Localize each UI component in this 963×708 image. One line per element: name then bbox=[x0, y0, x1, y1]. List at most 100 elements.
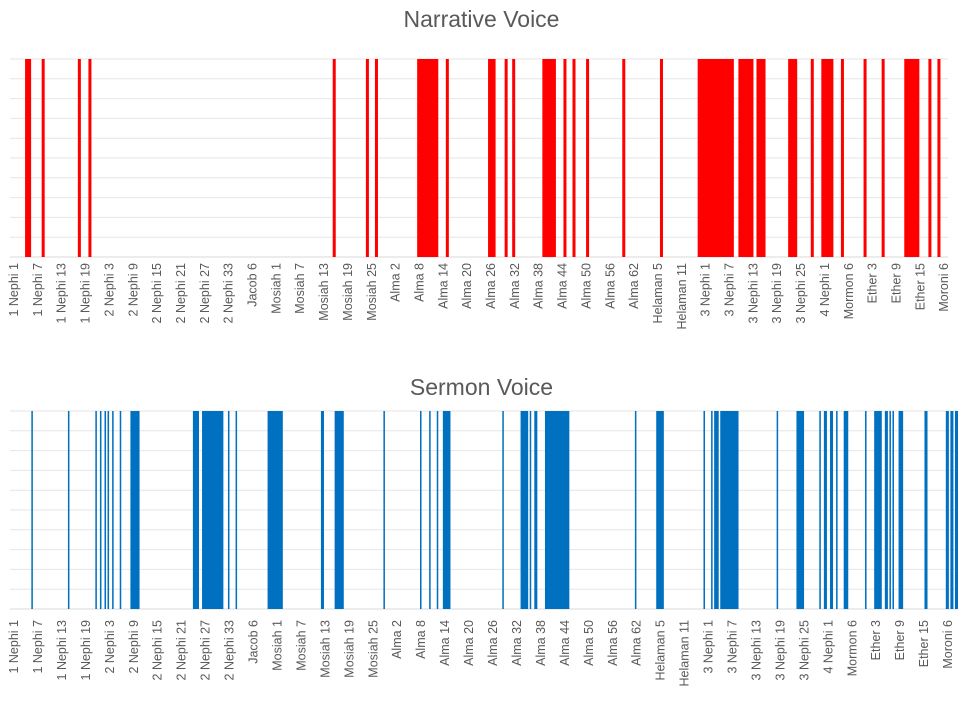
bar bbox=[544, 411, 570, 609]
chart-title: Sermon Voice bbox=[409, 374, 554, 400]
x-tick-label: 3 Nephi 1 bbox=[702, 620, 716, 674]
x-tick-label: 3 Nephi 25 bbox=[794, 263, 808, 324]
x-tick-label: Alma 56 bbox=[606, 620, 620, 666]
x-tick-label: Jacob 6 bbox=[247, 620, 261, 664]
x-tick-label: 1 Nephi 1 bbox=[7, 620, 21, 674]
x-tick-label: Ether 3 bbox=[869, 620, 883, 660]
bar bbox=[711, 411, 713, 609]
bar bbox=[819, 411, 821, 609]
x-tick-label: Mosiah 25 bbox=[366, 620, 380, 678]
x-tick-label: Alma 32 bbox=[510, 620, 524, 666]
x-tick-label: Moroni 6 bbox=[941, 620, 955, 669]
bar bbox=[904, 59, 920, 257]
bar bbox=[829, 411, 834, 609]
bar bbox=[874, 411, 882, 609]
x-tick-label: Alma 32 bbox=[508, 263, 522, 309]
x-tick-label: Ether 9 bbox=[893, 620, 907, 660]
bar bbox=[788, 59, 798, 257]
x-tick-label: Jacob 6 bbox=[246, 263, 260, 307]
x-tick-label: Helaman 11 bbox=[675, 263, 689, 330]
bar bbox=[504, 59, 508, 257]
x-tick-label: Alma 62 bbox=[627, 263, 641, 309]
bar bbox=[840, 59, 844, 257]
bar bbox=[104, 411, 107, 609]
x-tick-label: Alma 8 bbox=[414, 620, 428, 659]
x-tick-label: 1 Nephi 1 bbox=[7, 263, 21, 317]
x-tick-label: Alma 38 bbox=[534, 620, 548, 666]
bar bbox=[697, 59, 734, 257]
x-tick-label: Alma 14 bbox=[436, 263, 450, 309]
sermon-voice-plot: 1 Nephi 1 1 Nephi 7 1 Nephi 13 1 Nephi 19 2 … bbox=[7, 410, 958, 686]
x-tick-label: 2 Nephi 15 bbox=[151, 620, 165, 681]
bar bbox=[586, 59, 590, 257]
bar bbox=[738, 59, 754, 257]
x-tick-label: Mosiah 13 bbox=[317, 263, 331, 321]
x-tick-label: Alma 50 bbox=[579, 263, 593, 309]
x-tick-label: Mosiah 7 bbox=[294, 620, 308, 671]
x-tick-label: 2 Nephi 27 bbox=[199, 620, 213, 681]
bar bbox=[227, 411, 230, 609]
bar bbox=[365, 59, 369, 257]
x-tick-label: 2 Nephi 21 bbox=[174, 263, 188, 324]
x-tick-label: Alma 56 bbox=[603, 263, 617, 309]
bar bbox=[77, 59, 81, 257]
x-tick-label: Alma 2 bbox=[390, 620, 404, 659]
bar bbox=[202, 411, 224, 609]
x-tick-label: Mormon 6 bbox=[842, 263, 856, 319]
bar bbox=[442, 411, 451, 609]
bar bbox=[502, 411, 504, 609]
x-tick-label: Moroni 6 bbox=[937, 263, 951, 312]
x-tick-label: Alma 20 bbox=[462, 620, 476, 666]
x-tick-label: 2 Nephi 33 bbox=[223, 620, 237, 681]
x-tick-label: Alma 2 bbox=[389, 263, 403, 302]
x-tick-label: 2 Nephi 15 bbox=[150, 263, 164, 324]
bar bbox=[334, 411, 344, 609]
x-tick-label: 3 Nephi 7 bbox=[723, 263, 737, 317]
x-tick-label: Mosiah 1 bbox=[270, 620, 284, 671]
bar bbox=[436, 411, 439, 609]
bar bbox=[95, 411, 97, 609]
x-tick-label: 1 Nephi 13 bbox=[55, 263, 69, 324]
bar bbox=[659, 59, 663, 257]
x-tick-label: Alma 26 bbox=[484, 263, 498, 309]
bar bbox=[810, 59, 814, 257]
bar bbox=[119, 411, 122, 609]
x-tick-label: 3 Nephi 25 bbox=[797, 620, 811, 681]
x-tick-label: 3 Nephi 7 bbox=[726, 620, 740, 674]
bar bbox=[529, 411, 532, 609]
bar bbox=[703, 411, 705, 609]
bar bbox=[417, 59, 439, 257]
bar bbox=[25, 59, 32, 257]
x-tick-label: Alma 44 bbox=[556, 263, 570, 309]
bar bbox=[823, 411, 827, 609]
bar bbox=[41, 59, 45, 257]
x-tick-label: Mosiah 19 bbox=[342, 620, 356, 678]
x-tick-label: Alma 50 bbox=[582, 620, 596, 666]
bar bbox=[67, 411, 70, 609]
bar bbox=[776, 411, 779, 609]
bar bbox=[836, 411, 838, 609]
bar bbox=[542, 59, 556, 257]
x-tick-label: Mosiah 19 bbox=[341, 263, 355, 321]
bar bbox=[954, 411, 958, 609]
x-tick-label: 3 Nephi 19 bbox=[770, 263, 784, 324]
x-tick-label: Alma 44 bbox=[558, 620, 572, 666]
x-tick-label: 3 Nephi 13 bbox=[749, 620, 763, 681]
bar bbox=[863, 59, 867, 257]
bar bbox=[843, 411, 849, 609]
x-tick-label: Mosiah 25 bbox=[365, 263, 379, 321]
bar bbox=[88, 59, 92, 257]
x-tick-label: Ether 15 bbox=[917, 620, 931, 667]
x-tick-label: 2 Nephi 27 bbox=[198, 263, 212, 324]
bar bbox=[714, 411, 719, 609]
bar bbox=[563, 59, 567, 257]
bar bbox=[945, 411, 949, 609]
bar bbox=[937, 59, 941, 257]
x-tick-label: 2 Nephi 33 bbox=[222, 263, 236, 324]
bar bbox=[332, 59, 336, 257]
bar bbox=[865, 411, 867, 609]
x-tick-label: Alma 8 bbox=[412, 263, 426, 302]
narrative-voice-plot: 1 Nephi 1 1 Nephi 7 1 Nephi 13 1 Nephi 19 2 … bbox=[7, 58, 951, 330]
